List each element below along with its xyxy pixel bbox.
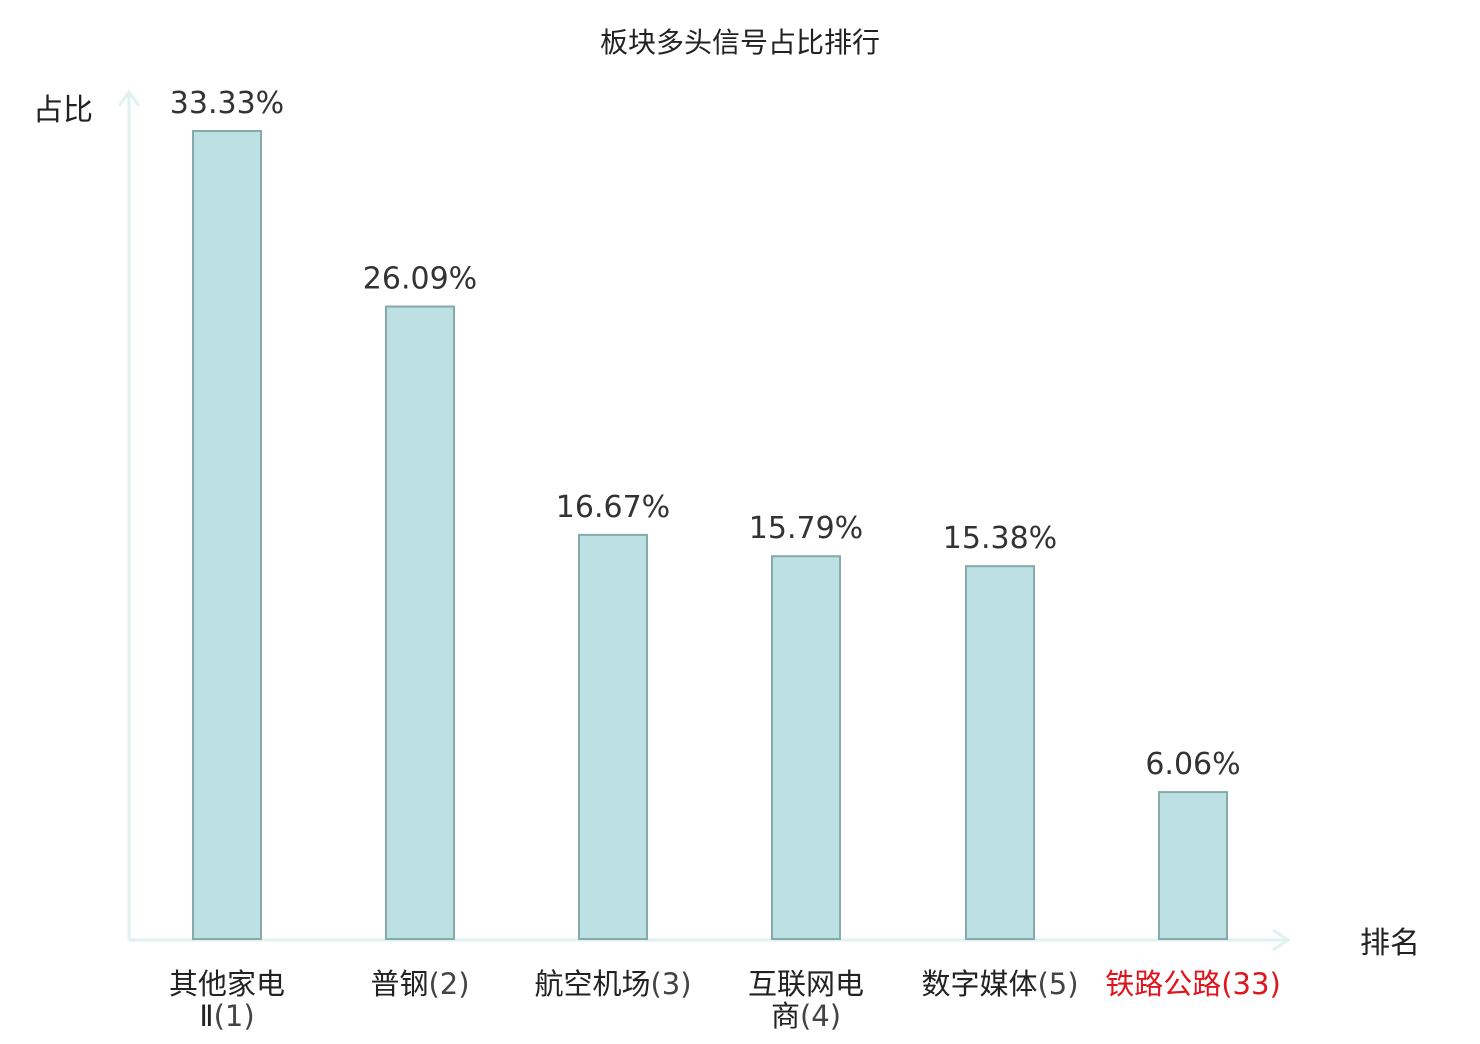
category-name-4-part-2: 商 [771,999,800,1033]
chart-title: 板块多头信号占比排行 [600,26,880,59]
x-axis-label: 排名 [1360,926,1420,961]
x-axis-arrow [1272,928,1291,952]
category-name-1-part-1: 其他家电 [169,967,285,1001]
value-labels-layer: 33.33% 26.09% 16.67% 15.79% 15.38% 6.06% [170,86,1241,782]
y-axis-label: 占比 [33,93,93,128]
bar-4 [771,555,841,940]
value-label-5: 15.38% [943,521,1057,556]
bars-layer [192,130,1228,940]
category-rank-6: (33) [1221,967,1281,1001]
category-label-1-line-2: Ⅱ(1) [199,999,254,1033]
category-name-6-part-1: 铁路公路 [1105,967,1221,1001]
category-label-4-line-2: 商(4) [771,999,841,1033]
category-label-4-line-1: 互联网电 [748,967,864,1001]
category-name-4-part-1: 互联网电 [748,967,864,1001]
category-label-2-line-1: 普钢(2) [370,967,469,1001]
bar-1 [192,130,262,940]
value-label-3: 16.67% [556,490,670,525]
category-rank-5: (5) [1037,967,1078,1001]
category-label-6-line-1: 铁路公路(33) [1105,967,1281,1001]
value-label-4: 15.79% [749,511,863,546]
category-name-3-part-1: 航空机场 [534,967,650,1001]
bar-5 [965,565,1035,940]
y-axis-arrow [117,89,141,107]
value-label-2: 26.09% [363,262,477,297]
category-rank-1: (1) [214,999,255,1033]
category-label-3-line-1: 航空机场(3) [534,967,691,1001]
bar-2 [385,305,455,940]
category-name-2-part-1: 普钢 [370,967,428,1001]
category-name-5-part-1: 数字媒体 [921,967,1037,1001]
category-rank-2: (2) [428,967,469,1001]
bar-3 [578,533,648,940]
category-label-1-line-1: 其他家电 [169,967,285,1001]
category-rank-3: (3) [650,967,691,1001]
value-label-1: 33.33% [170,86,284,121]
category-rank-4: (4) [800,999,841,1033]
value-label-6: 6.06% [1145,747,1240,782]
category-name-1-part-2: Ⅱ [199,999,213,1033]
bar-6 [1158,791,1228,940]
category-label-5-line-1: 数字媒体(5) [921,967,1078,1001]
